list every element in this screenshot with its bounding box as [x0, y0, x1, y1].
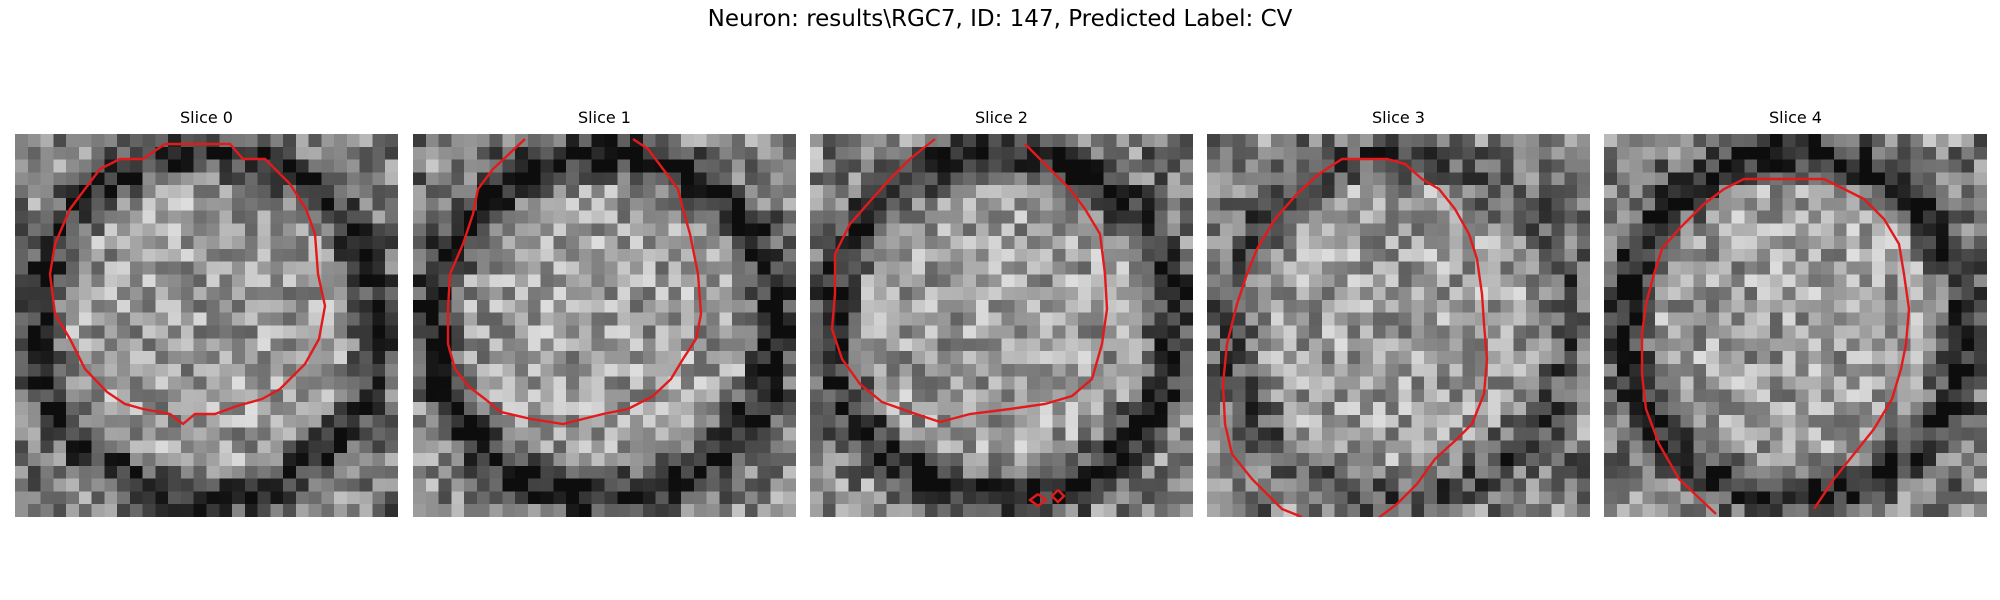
cell-contour	[830, 138, 1109, 424]
microscopy-slice-image	[15, 134, 398, 517]
slice-title: Slice 2	[975, 108, 1028, 127]
microscopy-slice-image	[1604, 134, 1987, 517]
contour-artifact	[1028, 493, 1048, 508]
slice-title: Slice 1	[578, 108, 631, 127]
cell-contour	[446, 138, 703, 426]
slice-title: Slice 3	[1372, 108, 1425, 127]
microscopy-slice-image	[413, 134, 796, 517]
cell-contour	[1640, 177, 1911, 515]
cell-contour	[1221, 157, 1489, 517]
cell-contour	[48, 142, 327, 426]
slice-title: Slice 0	[180, 108, 233, 127]
slice-title: Slice 4	[1769, 108, 1822, 127]
microscopy-slice-image	[1207, 134, 1590, 517]
contour-artifact	[1050, 489, 1066, 504]
microscopy-slice-image	[810, 134, 1193, 517]
figure-title: Neuron: results\RGC7, ID: 147, Predicted…	[707, 6, 1293, 32]
